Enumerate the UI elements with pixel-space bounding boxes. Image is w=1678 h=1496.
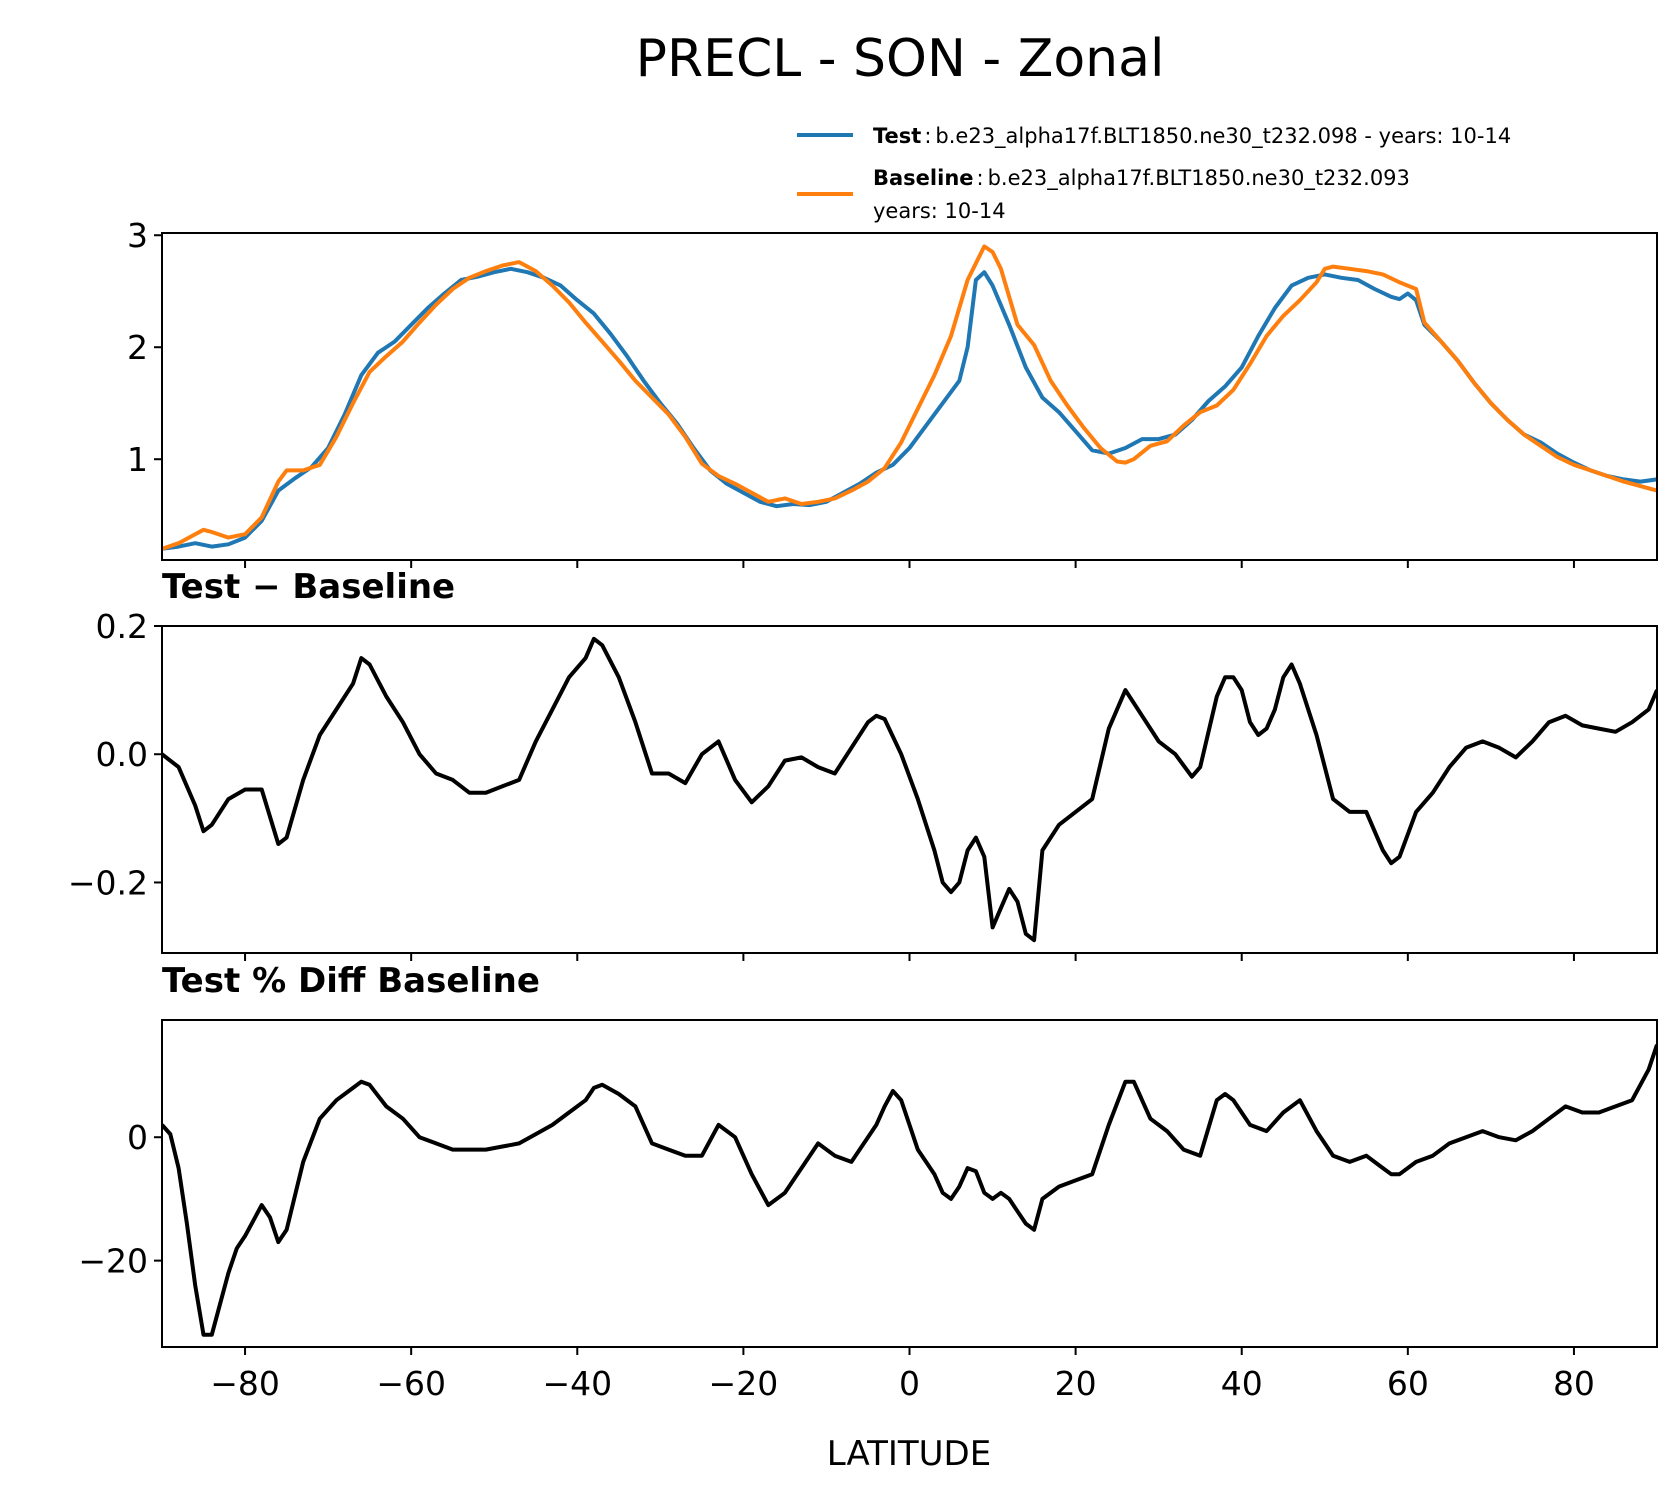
x-tick-label: 80: [1553, 1364, 1595, 1403]
legend-text-baseline: b.e23_alpha17f.BLT1850.ne30_t232.093: [988, 166, 1410, 191]
legend-text-test: b.e23_alpha17f.BLT1850.ne30_t232.098 - y…: [935, 124, 1511, 149]
figure-title: PRECL - SON - Zonal: [636, 29, 1165, 89]
series-line-test-diff-baseline: [162, 1044, 1657, 1337]
y-tick-label: 0.2: [96, 607, 148, 646]
y-tick-label: −0.2: [68, 863, 148, 902]
x-tick-label: −40: [542, 1364, 612, 1403]
y-tick-label: 2: [127, 328, 148, 367]
y-tick-label: 0.0: [96, 735, 148, 774]
y-tick-label: 1: [127, 440, 148, 479]
y-tick-label: 0: [127, 1118, 148, 1157]
x-tick-label: −20: [709, 1364, 779, 1403]
panel-percent-diff: 0 −20 −80 −60 −40 −20 0 20 40 60 80: [78, 1019, 1658, 1403]
legend-entry-test: Test: b.e23_alpha17f.BLT1850.ne30_t232.09…: [873, 124, 1511, 149]
x-tick-label: 0: [899, 1364, 920, 1403]
x-tick-label: −60: [376, 1364, 446, 1403]
x-tick-label: 40: [1221, 1364, 1263, 1403]
legend-entry-baseline: Baseline: b.e23_alpha17f.BLT1850.ne30_t23…: [873, 166, 1410, 191]
series-line-test-baseline: [162, 636, 1657, 943]
legend: Test: b.e23_alpha17f.BLT1850.ne30_t232.09…: [797, 124, 1511, 223]
panel-difference: 0.2 0.0 −0.2: [68, 607, 1658, 961]
x-tick-label: −80: [210, 1364, 280, 1403]
panel-title-percent-diff: Test % Diff Baseline: [162, 961, 540, 1001]
legend-sep-test: :: [924, 124, 931, 148]
legend-sep-baseline: :: [977, 166, 984, 190]
series-line-test: [162, 266, 1657, 551]
y-tick-label: 3: [127, 216, 148, 255]
series-line-baseline: [162, 244, 1657, 551]
x-axis-label: LATITUDE: [827, 1434, 991, 1474]
x-tick-label: 20: [1055, 1364, 1097, 1403]
legend-text2-baseline: years: 10-14: [873, 199, 1006, 223]
y-tick-label: −20: [78, 1242, 148, 1281]
legend-name-baseline: Baseline: [873, 166, 974, 190]
x-tick-label: 60: [1387, 1364, 1429, 1403]
panel-zonal-mean: 1 2 3: [127, 216, 1658, 568]
legend-name-test: Test: [873, 124, 921, 148]
panel-title-difference: Test − Baseline: [162, 567, 455, 607]
